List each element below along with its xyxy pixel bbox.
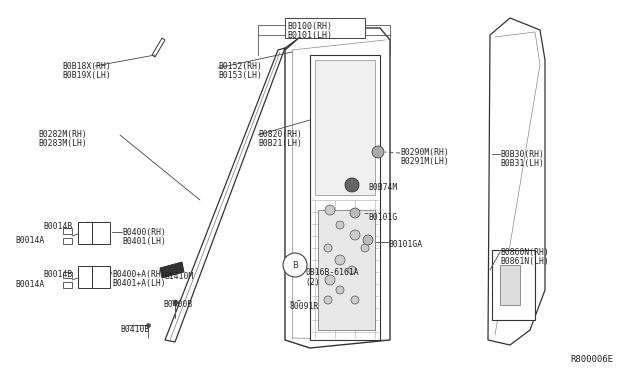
Text: B0B74M: B0B74M xyxy=(368,183,397,192)
Polygon shape xyxy=(310,55,380,340)
Polygon shape xyxy=(160,262,184,278)
Text: B0410B: B0410B xyxy=(120,325,149,334)
Text: B0B21(LH): B0B21(LH) xyxy=(258,139,302,148)
Bar xyxy=(63,238,72,244)
Text: R800006E: R800006E xyxy=(570,355,613,364)
Circle shape xyxy=(324,244,332,252)
Text: B0014A: B0014A xyxy=(15,236,44,245)
Text: B: B xyxy=(292,260,298,269)
Bar xyxy=(63,228,72,234)
Bar xyxy=(78,222,96,244)
Circle shape xyxy=(351,296,359,304)
Text: B0401(LH): B0401(LH) xyxy=(122,237,166,246)
Text: B0290M(RH): B0290M(RH) xyxy=(400,148,449,157)
Text: B0101GA: B0101GA xyxy=(388,240,422,249)
Circle shape xyxy=(363,235,373,245)
Bar xyxy=(63,282,72,288)
Text: B0014B: B0014B xyxy=(43,270,72,279)
Bar xyxy=(63,272,72,278)
Text: B0861N(LH): B0861N(LH) xyxy=(500,257,548,266)
Text: B0400+A(RH): B0400+A(RH) xyxy=(112,270,166,279)
Text: B1410M: B1410M xyxy=(164,272,193,281)
Polygon shape xyxy=(152,38,165,57)
Text: B0153(LH): B0153(LH) xyxy=(218,71,262,80)
Text: B0283M(LH): B0283M(LH) xyxy=(38,139,87,148)
Polygon shape xyxy=(500,265,520,305)
Bar xyxy=(78,266,96,288)
Text: B0282M(RH): B0282M(RH) xyxy=(38,130,87,139)
Bar xyxy=(285,18,365,38)
Text: B0B18X(RH): B0B18X(RH) xyxy=(62,62,111,71)
Text: B0014A: B0014A xyxy=(15,280,44,289)
Text: B0401+A(LH): B0401+A(LH) xyxy=(112,279,166,288)
Circle shape xyxy=(325,205,335,215)
Circle shape xyxy=(372,146,384,158)
Polygon shape xyxy=(488,18,545,345)
Polygon shape xyxy=(285,28,390,348)
Text: B0400(RH): B0400(RH) xyxy=(122,228,166,237)
Text: B0014B: B0014B xyxy=(43,222,72,231)
Circle shape xyxy=(348,266,356,274)
Circle shape xyxy=(335,255,345,265)
Text: 0816B-6161A: 0816B-6161A xyxy=(305,268,358,277)
Circle shape xyxy=(325,275,335,285)
Circle shape xyxy=(350,208,360,218)
Text: (2): (2) xyxy=(305,278,319,287)
Bar xyxy=(92,266,110,288)
Circle shape xyxy=(324,296,332,304)
Circle shape xyxy=(283,253,307,277)
Circle shape xyxy=(361,244,369,252)
Polygon shape xyxy=(315,60,375,195)
Circle shape xyxy=(345,178,359,192)
Polygon shape xyxy=(492,250,535,320)
Text: B0860N(RH): B0860N(RH) xyxy=(500,248,548,257)
Polygon shape xyxy=(165,48,285,342)
Text: B0152(RH): B0152(RH) xyxy=(218,62,262,71)
Circle shape xyxy=(336,286,344,294)
Text: B0B19X(LH): B0B19X(LH) xyxy=(62,71,111,80)
Polygon shape xyxy=(285,30,316,50)
Text: 80091R: 80091R xyxy=(290,302,319,311)
Text: B0B31(LH): B0B31(LH) xyxy=(500,159,544,168)
Text: B0291M(LH): B0291M(LH) xyxy=(400,157,449,166)
Text: B0100(RH): B0100(RH) xyxy=(287,22,333,31)
Text: B0B30(RH): B0B30(RH) xyxy=(500,150,544,159)
Circle shape xyxy=(336,221,344,229)
Text: B0101(LH): B0101(LH) xyxy=(287,31,333,40)
Text: B0400B: B0400B xyxy=(163,300,192,309)
Text: B0820(RH): B0820(RH) xyxy=(258,130,302,139)
Circle shape xyxy=(350,230,360,240)
Text: B0101G: B0101G xyxy=(368,213,397,222)
Polygon shape xyxy=(318,210,375,330)
Bar xyxy=(92,222,110,244)
